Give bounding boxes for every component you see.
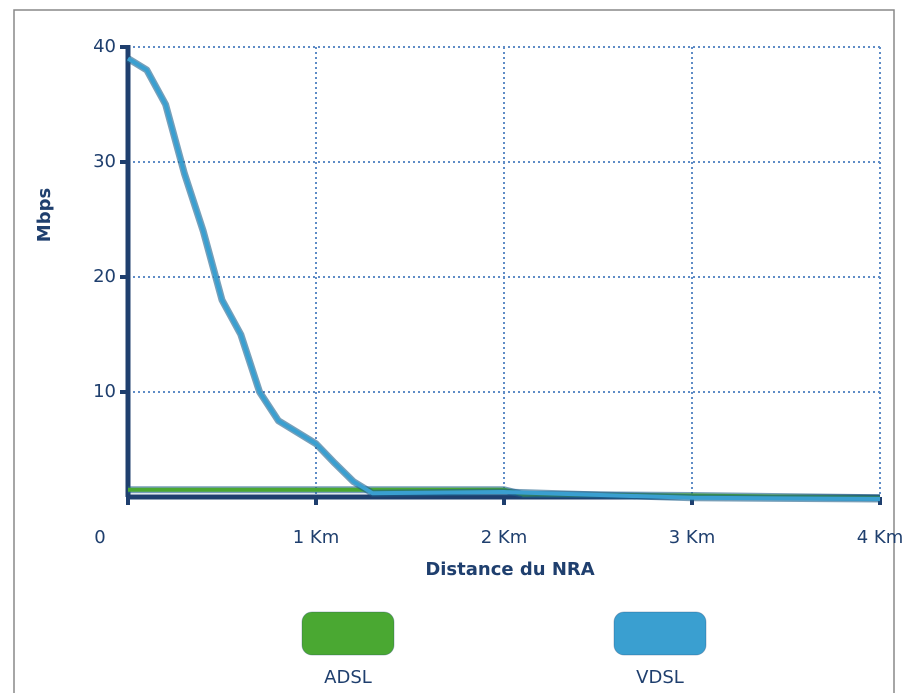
- legend-label: VDSL: [636, 667, 684, 688]
- legend-label: ADSL: [324, 667, 372, 688]
- y-tick-label: 30: [93, 151, 116, 172]
- frame: [13, 9, 895, 693]
- x-tick-label: 3 Km: [669, 527, 716, 548]
- line: [126, 56, 881, 501]
- x-tick-label: 2 Km: [481, 527, 528, 548]
- x-tick-label: 4 Km: [857, 527, 904, 548]
- legend-swatch: [301, 611, 395, 656]
- y-axis-label: Mbps: [34, 188, 55, 242]
- y-tick-label: 20: [93, 266, 116, 287]
- x-tick-label: 1 Km: [293, 527, 340, 548]
- legend-swatch: [613, 611, 707, 656]
- x-axis-label: Distance du NRA: [425, 559, 594, 580]
- y-tick-label: 40: [93, 36, 116, 57]
- y-tick-label: 10: [93, 381, 116, 402]
- x-tick-label: 0: [94, 527, 105, 548]
